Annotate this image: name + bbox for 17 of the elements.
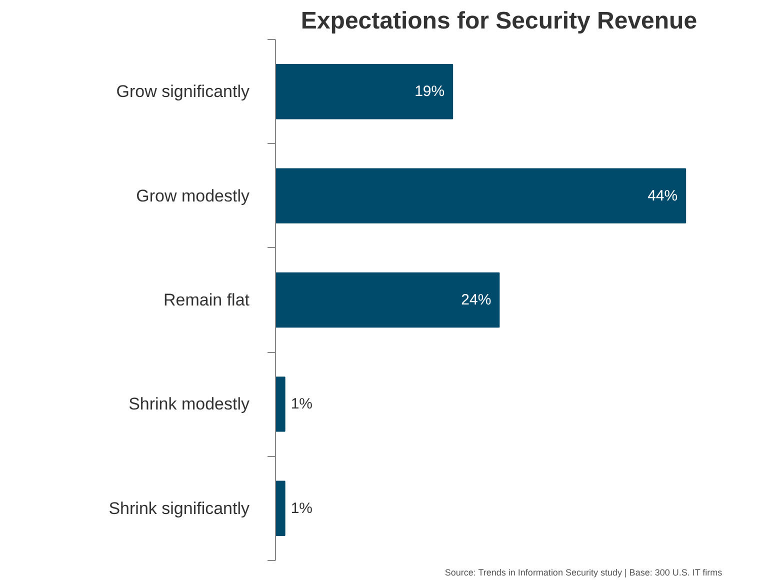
source-note: Source: Trends in Information Security study | Base: 300 U.S. IT firms [444,568,723,578]
bar [276,64,454,120]
data-label: 1% [290,396,313,413]
y-tick-label: Shrink significantly [108,498,250,518]
y-tick-label: Grow modestly [136,186,250,206]
y-tick-label: Remain flat [164,290,250,310]
data-label: 19% [414,83,445,100]
bar [276,480,286,536]
data-label: 24% [461,292,492,308]
bar [276,272,500,328]
y-tick-label: Shrink modestly [128,394,250,414]
data-label: 44% [648,187,678,204]
y-tick-label: Grow significantly [116,82,250,102]
chart-title: Expectations for Security Revenue [300,8,698,34]
bar [276,376,286,432]
data-label: 1% [290,500,313,517]
bar [276,168,686,224]
